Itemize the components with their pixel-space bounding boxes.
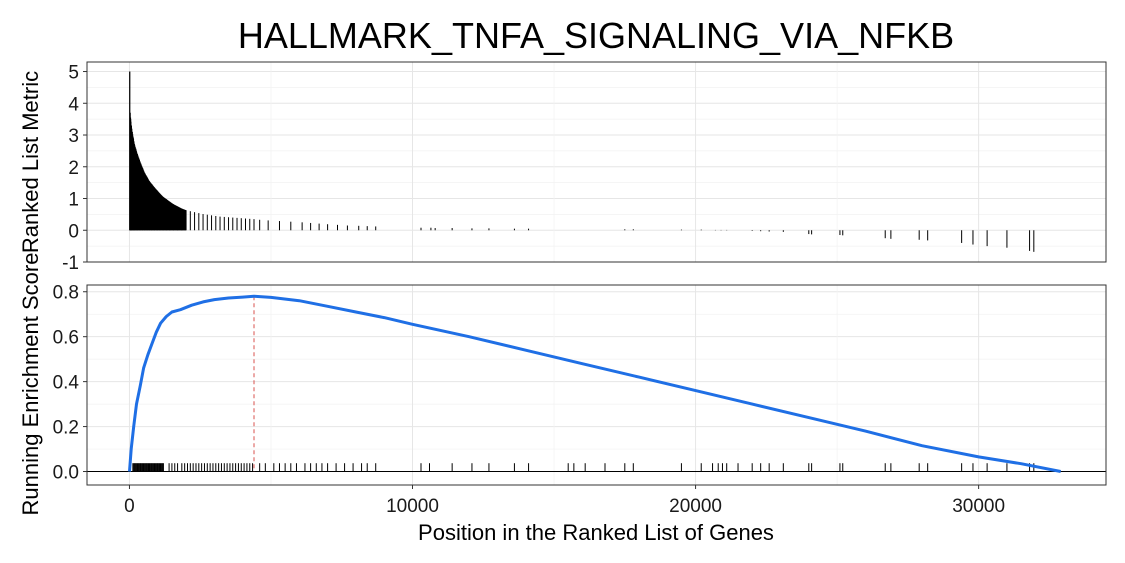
running-es-panel: 0.0 0.2 0.4 0.6 0.8 0 10000 20000 30000: [53, 283, 1107, 517]
bottom-y-tick-label-3: 0.6: [53, 328, 79, 349]
x-tick-label-3: 30000: [952, 496, 1005, 517]
top-plot-border: [86, 61, 1107, 263]
running-es-line: [128, 294, 1061, 473]
top-y-axis-title: Ranked List Metric: [18, 71, 43, 253]
top-y-tick-label-0: -1: [62, 253, 79, 274]
top-y-tick-label-4: 3: [68, 126, 79, 147]
top-plot-background: [87, 62, 1106, 262]
top-y-tick-label-3: 2: [68, 158, 79, 179]
top-y-tick-label-1: 0: [68, 221, 79, 242]
bottom-y-tick-label-0: 0.0: [53, 463, 79, 484]
top-y-tick-label-2: 1: [68, 190, 79, 211]
top-y-tick-label-6: 5: [68, 63, 79, 84]
bottom-y-tick-label-1: 0.2: [53, 418, 79, 439]
x-tick-label-1: 10000: [386, 496, 439, 517]
chart-title: HALLMARK_TNFA_SIGNALING_VIA_NFKB: [238, 15, 954, 56]
x-axis-title: Position in the Ranked List of Genes: [418, 520, 774, 545]
bottom-y-axis-title: Running Enrichment Score: [18, 253, 43, 516]
x-tick-label-2: 20000: [669, 496, 722, 517]
bottom-plot-background: [87, 285, 1106, 485]
bottom-plot-border: [86, 284, 1107, 486]
ranked-metric-panel: -1 0 1 2 3 4 5: [62, 61, 1107, 274]
bottom-y-tick-label-2: 0.4: [53, 373, 80, 394]
top-y-tick-label-5: 4: [68, 94, 79, 115]
x-tick-label-0: 0: [124, 496, 135, 517]
bottom-y-tick-label-4: 0.8: [53, 283, 79, 304]
